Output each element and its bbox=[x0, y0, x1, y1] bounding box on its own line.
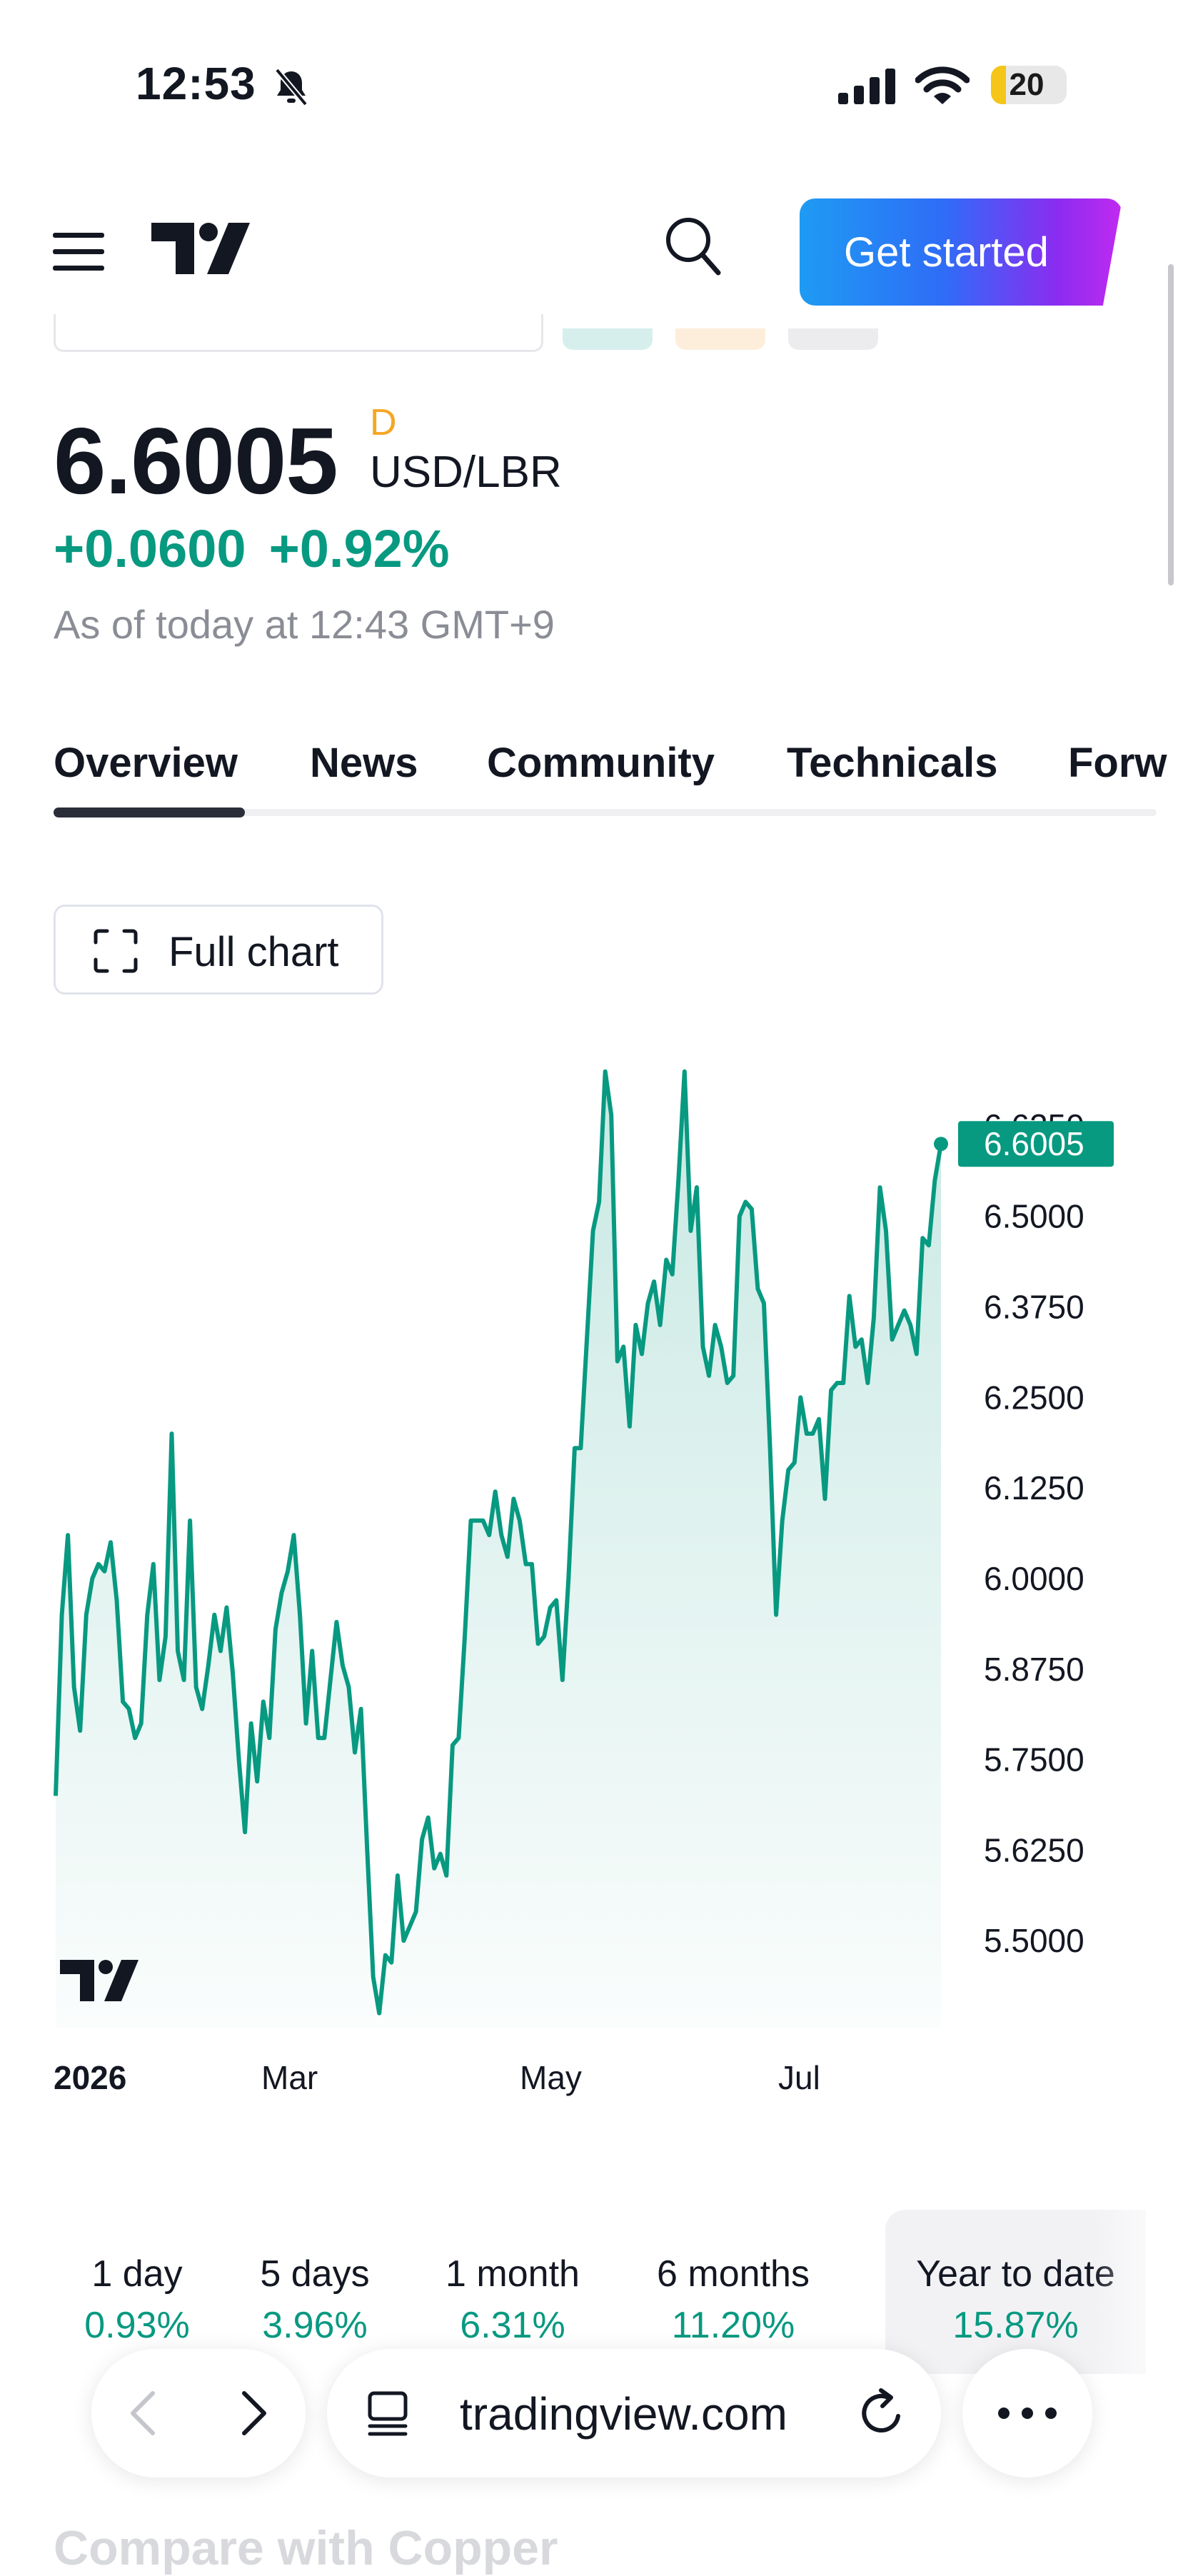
price-value: 6.6005 bbox=[54, 408, 338, 513]
tabs-track bbox=[54, 809, 1157, 816]
period-value: 3.96% bbox=[262, 2305, 368, 2346]
bell-slash-icon bbox=[274, 68, 308, 106]
period-value: 11.20% bbox=[671, 2305, 795, 2346]
tab-overview[interactable]: Overview bbox=[54, 740, 238, 786]
y-tick-label: 5.8750 bbox=[984, 1651, 1084, 1688]
y-tick-label: 6.3750 bbox=[984, 1288, 1084, 1325]
x-axis: 2026 Mar May Jul bbox=[54, 2059, 820, 2096]
browser-nav-group bbox=[91, 2349, 306, 2477]
get-started-button[interactable]: Get started bbox=[800, 198, 1122, 306]
fullscreen-icon bbox=[94, 929, 138, 973]
periods-fade bbox=[1092, 2206, 1183, 2385]
search-icon[interactable] bbox=[664, 216, 723, 277]
y-tick-label: 6.0000 bbox=[984, 1560, 1084, 1597]
url-text: tradingview.com bbox=[460, 2388, 787, 2440]
tab-news[interactable]: News bbox=[310, 740, 418, 786]
period-6-months[interactable]: 6 months 11.20% bbox=[616, 2210, 850, 2374]
y-axis: 6.62506.50006.37506.25006.12506.00005.87… bbox=[984, 1107, 1084, 1959]
period-1-day[interactable]: 1 day 0.93% bbox=[54, 2210, 221, 2374]
tab-forward[interactable]: Forw bbox=[1068, 740, 1167, 786]
change-percent: +0.92% bbox=[268, 519, 450, 578]
period-label: 1 day bbox=[91, 2253, 183, 2295]
battery-icon: 20 bbox=[991, 66, 1067, 104]
full-chart-button[interactable]: Full chart bbox=[54, 905, 383, 995]
chip-remnant-gray bbox=[788, 328, 878, 350]
more-options-button[interactable] bbox=[962, 2349, 1092, 2477]
page-menu-icon[interactable] bbox=[366, 2390, 411, 2437]
last-price-marker: 6.6005 bbox=[934, 1121, 1114, 1167]
tab-technicals[interactable]: Technicals bbox=[787, 740, 998, 786]
page-scrollbar[interactable] bbox=[1168, 264, 1174, 585]
cellular-signal-icon bbox=[838, 69, 895, 104]
y-tick-label: 6.2500 bbox=[984, 1379, 1084, 1416]
y-tick-label: 5.5000 bbox=[984, 1922, 1084, 1959]
chart-watermark-logo bbox=[60, 1960, 139, 2001]
compare-heading: Compare with Copper bbox=[54, 2521, 558, 2575]
chart-area-fill bbox=[56, 1071, 941, 2028]
period-5-days[interactable]: 5 days 3.96% bbox=[221, 2210, 409, 2374]
reload-icon[interactable] bbox=[857, 2388, 907, 2439]
tradingview-logo[interactable] bbox=[151, 223, 250, 274]
section-tabs: Overview News Community Technicals Forw bbox=[54, 739, 1167, 817]
y-tick-label: 6.1250 bbox=[984, 1469, 1084, 1506]
change-absolute: +0.0600 bbox=[54, 519, 246, 578]
forward-arrow-icon[interactable] bbox=[236, 2390, 271, 2436]
last-point bbox=[934, 1137, 948, 1152]
currency-pair: USD/LBR bbox=[370, 448, 562, 497]
period-label: 5 days bbox=[260, 2253, 370, 2295]
period-label: Year to date bbox=[916, 2253, 1115, 2295]
last-price-label: 6.6005 bbox=[984, 1125, 1084, 1162]
tab-community[interactable]: Community bbox=[487, 740, 715, 786]
period-1-month[interactable]: 1 month 6.31% bbox=[409, 2210, 616, 2374]
x-tick-label: 2026 bbox=[54, 2059, 126, 2096]
x-tick-label: May bbox=[520, 2059, 582, 2096]
period-label: 1 month bbox=[445, 2253, 580, 2295]
y-tick-label: 5.6250 bbox=[984, 1831, 1084, 1868]
hamburger-menu-icon[interactable] bbox=[53, 233, 104, 271]
chip-remnant-teal bbox=[563, 328, 653, 350]
chart-series-line bbox=[54, 1069, 943, 2016]
daily-flag: D bbox=[370, 402, 397, 443]
y-tick-label: 5.7500 bbox=[984, 1741, 1084, 1778]
period-value: 15.87% bbox=[952, 2305, 1079, 2346]
last-price-badge bbox=[958, 1121, 1114, 1167]
price-area-chart[interactable]: 6.62506.50006.37506.25006.12506.00005.87… bbox=[0, 1014, 1183, 2113]
period-value: 0.93% bbox=[84, 2305, 190, 2346]
period-label: 6 months bbox=[657, 2253, 810, 2295]
address-bar[interactable]: tradingview.com bbox=[327, 2349, 941, 2477]
chip-remnant-orange bbox=[675, 328, 765, 350]
period-value: 6.31% bbox=[460, 2305, 565, 2346]
full-chart-label: Full chart bbox=[168, 929, 339, 975]
back-arrow-icon[interactable] bbox=[126, 2390, 161, 2436]
as-of-timestamp: As of today at 12:43 GMT+9 bbox=[54, 602, 555, 647]
price-change: +0.0600 +0.92% bbox=[54, 518, 473, 579]
wifi-icon bbox=[915, 66, 970, 104]
status-time: 12:53 bbox=[136, 58, 256, 109]
search-field-remnant bbox=[54, 314, 543, 352]
x-tick-label: Mar bbox=[261, 2059, 318, 2096]
x-tick-label: Jul bbox=[778, 2059, 820, 2096]
tab-active-indicator bbox=[54, 807, 245, 817]
ellipsis-icon bbox=[998, 2408, 1057, 2419]
y-tick-label: 6.5000 bbox=[984, 1198, 1084, 1235]
